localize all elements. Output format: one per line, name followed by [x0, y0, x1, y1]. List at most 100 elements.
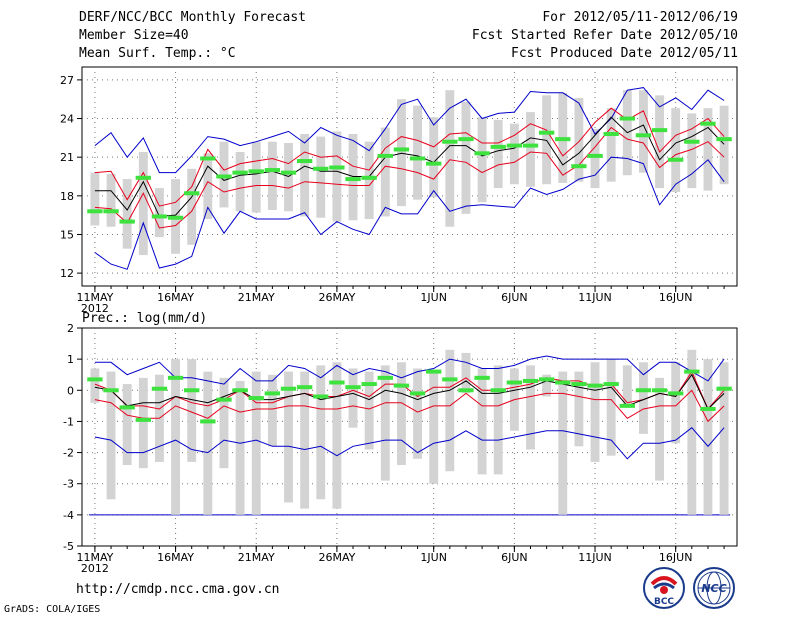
spread-bar	[251, 141, 261, 213]
x-tick-label: 11JUN	[578, 291, 612, 304]
spread-bar	[719, 105, 729, 185]
y-tick-label: 12	[60, 267, 74, 280]
spread-bar	[542, 95, 552, 185]
forecast-period-label: For 2012/05/11-2012/06/19	[542, 10, 738, 25]
bcc-logo-text: BCC	[654, 597, 674, 607]
spread-bar	[138, 377, 148, 469]
spread-bar	[703, 108, 713, 191]
x-tick-label: 16MAY	[157, 551, 194, 564]
member-size-label: Member Size=40	[79, 28, 189, 43]
spread-bar	[413, 105, 423, 200]
spread-bar	[413, 368, 423, 459]
spread-bar	[251, 371, 261, 515]
ensemble-mean-line	[94, 373, 725, 410]
outer-lower-line	[94, 427, 725, 460]
spread-bar	[606, 108, 616, 182]
ncc-logo-icon: NCC	[693, 567, 735, 609]
spread-bar	[719, 362, 729, 515]
spread-bar	[509, 123, 519, 185]
spread-bar	[106, 371, 116, 500]
spread-bar	[380, 365, 390, 481]
spread-bar	[138, 152, 148, 256]
x-tick-label: 16JUN	[659, 291, 693, 304]
spread-bar	[542, 374, 552, 397]
spread-bar	[316, 136, 326, 218]
spread-bar	[90, 172, 100, 226]
spread-bar	[622, 365, 632, 406]
chart-title: DERF/NCC/BCC Monthly Forecast	[79, 10, 306, 25]
outer-upper-line	[94, 355, 725, 385]
y-tick-label: 15	[60, 228, 74, 241]
spread-bar	[332, 362, 342, 509]
inner-upper-line	[94, 370, 725, 410]
y-tick-label: -1	[63, 415, 74, 428]
spread-bar	[348, 368, 358, 428]
spread-bar	[380, 127, 390, 217]
y-tick-label: 27	[60, 74, 74, 87]
spread-bar	[284, 143, 293, 212]
spread-bar	[155, 188, 164, 238]
spread-bar	[526, 112, 535, 187]
inner-lower-line	[94, 126, 725, 229]
spread-bar	[235, 380, 245, 515]
y-tick-label: 24	[60, 113, 74, 126]
plot-frame	[81, 327, 738, 547]
spread-bar	[284, 371, 293, 503]
spread-bar	[606, 359, 616, 456]
x-tick-label: 11MAY	[76, 291, 113, 304]
y-tick-label: 2	[67, 322, 74, 335]
forecast-produced-label: Fcst Produced Date 2012/05/11	[511, 46, 738, 61]
spread-bar	[106, 173, 116, 227]
y-tick-label: -2	[63, 447, 74, 460]
spread-bar	[90, 368, 100, 403]
spread-bar	[687, 113, 697, 189]
x-tick-label: 26MAY	[318, 291, 355, 304]
spread-bar	[396, 99, 406, 207]
y-tick-label: -4	[63, 509, 74, 522]
temperature-panel: 12 15 18 21 24 27 11MAY 16MAY 21MAY 26MAY 1JUN 6JUN…	[60, 66, 738, 315]
x-tick-label: 6JUN	[501, 551, 528, 564]
spread-bar	[493, 119, 503, 189]
spread-bar	[574, 371, 584, 447]
spread-bar	[364, 371, 374, 450]
y-tick-label: -3	[63, 478, 74, 491]
y-tick-label: -5	[63, 540, 74, 553]
spread-bar	[655, 95, 664, 189]
spread-bar	[558, 371, 568, 515]
spread-bar	[429, 117, 439, 198]
inner-upper-line	[94, 107, 725, 207]
x-tick-label: 16MAY	[157, 291, 194, 304]
spread-bar	[267, 141, 277, 210]
y-tick-label: 21	[60, 151, 74, 164]
spread-bar	[655, 377, 664, 481]
spread-bar	[671, 362, 681, 444]
outer-upper-line	[94, 87, 725, 174]
spread-bar	[396, 362, 406, 466]
precip-panel-title: Prec.: log(mm/d)	[82, 311, 207, 326]
x-tick-label: 26MAY	[318, 551, 355, 564]
y-tick-label: 0	[67, 384, 74, 397]
x-tick-label: 16JUN	[659, 551, 693, 564]
spread-bar	[122, 384, 132, 466]
spread-bar	[445, 349, 455, 472]
x-tick-label: 6JUN	[501, 291, 528, 304]
bcc-logo-icon: BCC	[643, 567, 685, 609]
x-year-label: 2012	[81, 562, 109, 575]
spread-bar	[300, 371, 310, 509]
spread-bar	[461, 352, 471, 394]
spread-bar	[526, 365, 535, 450]
x-tick-label: 21MAY	[238, 291, 275, 304]
spread-bar	[203, 371, 213, 515]
x-tick-label: 21MAY	[238, 551, 275, 564]
spread-bar	[445, 90, 455, 227]
spread-bar	[300, 133, 310, 217]
spread-bar	[267, 374, 277, 447]
spread-bar	[187, 168, 197, 245]
source-url[interactable]: http://cmdp.ncc.cma.gov.cn	[76, 582, 280, 597]
spread-bar	[590, 362, 600, 462]
outer-lower-line	[94, 156, 725, 270]
variable-label: Mean Surf. Temp.: °C	[79, 46, 236, 61]
x-tick-label: 11JUN	[578, 551, 612, 564]
precipitation-panel: -5 -4 -3 -2 -1 0 1 2 11MAY 16MAY 21MAY 26MAY 1JUN 6JU…	[63, 322, 738, 575]
